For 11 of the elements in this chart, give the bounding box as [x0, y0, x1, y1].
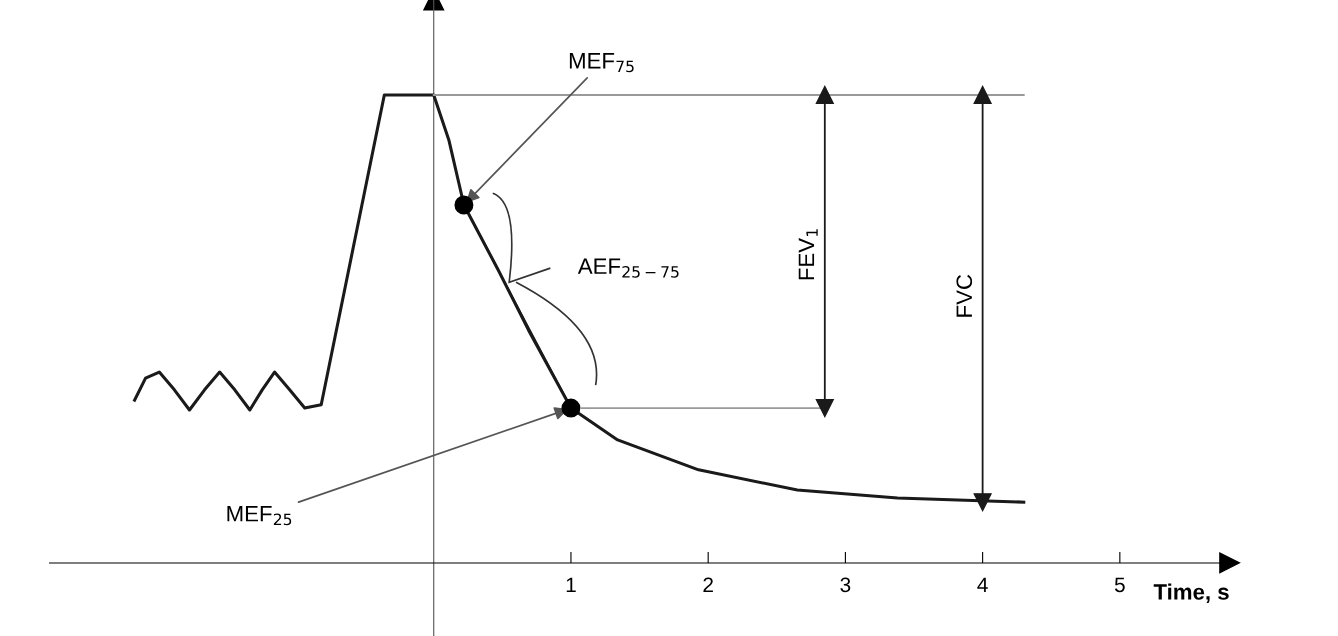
x-tick-label: 3: [840, 577, 851, 593]
x-axis-title: Time, s: [1153, 583, 1229, 604]
x-tick-label: 1: [566, 577, 576, 592]
annotation: MEF$_{75}$: [569, 53, 634, 73]
x-tick-label: 4: [977, 577, 988, 592]
annotation: AEF$_{25−75}$: [577, 258, 679, 278]
x-tick-label: 2: [703, 577, 713, 592]
annotation: FEV$_{1}$: [798, 229, 818, 280]
x-tick-label: 5: [1114, 577, 1125, 593]
annotation: FVC: [956, 274, 973, 317]
annotation: MEF$_{25}$: [227, 506, 292, 526]
